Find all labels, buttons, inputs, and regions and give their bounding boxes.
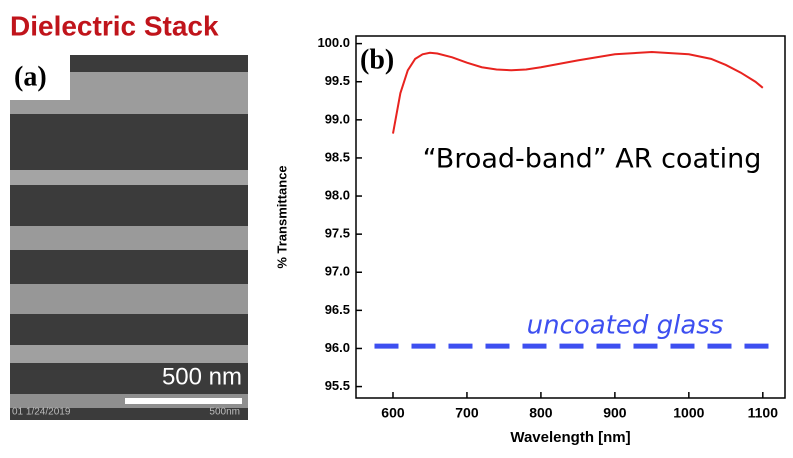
- y-tick-label: 98.0: [325, 187, 350, 202]
- series-annotation: uncoated glass: [527, 311, 724, 341]
- y-tick-label: 99.0: [325, 111, 350, 126]
- y-tick-label: 97.5: [325, 226, 350, 241]
- x-tick-label: 600: [381, 405, 405, 421]
- figure: Dielectric Stack (a) 500 nm 01 1/24/2019…: [0, 0, 793, 453]
- y-tick-label: 98.5: [325, 149, 350, 164]
- series-line: [393, 52, 763, 134]
- sem-layer: [10, 284, 248, 314]
- x-axis-label: Wavelength [nm]: [510, 429, 630, 446]
- y-tick-label: 97.0: [325, 264, 350, 279]
- x-tick-label: 700: [455, 405, 479, 421]
- scale-bar: [125, 398, 242, 404]
- scale-bar-label: 500 nm: [162, 363, 242, 390]
- plot: 600 700 800 900 1000 1100 95.5 96.0 96.5 97.0 97.5…: [274, 35, 785, 446]
- panel-label: (a): [14, 61, 47, 92]
- y-tick-label: 100.0: [317, 35, 350, 50]
- panel-label: (b): [360, 44, 394, 75]
- x-tick-label: 1000: [673, 405, 704, 421]
- sem-layer: [10, 345, 248, 363]
- sem-footer: 500nm: [209, 407, 240, 418]
- y-tick-label: 99.5: [325, 73, 350, 88]
- page: Dielectric Stack (a) 500 nm 01 1/24/2019…: [0, 0, 793, 453]
- sem-footer: 01 1/24/2019: [12, 407, 71, 418]
- y-tick-label: 95.5: [325, 378, 350, 393]
- y-axis-label: % Transmittance: [274, 165, 289, 268]
- sem-layer: [10, 170, 248, 185]
- y-tick-label: 96.0: [325, 340, 350, 355]
- x-tick-label: 800: [529, 405, 553, 421]
- y-tick-label: 96.5: [325, 302, 350, 317]
- heading: Dielectric Stack: [10, 10, 219, 41]
- series-annotation: “Broad-band” AR coating: [423, 144, 762, 175]
- sem-image: (a) 500 nm 01 1/24/2019 500nm: [10, 55, 248, 420]
- x-tick-label: 1100: [748, 405, 779, 421]
- x-tick-label: 900: [603, 405, 627, 421]
- sem-layer: [10, 226, 248, 250]
